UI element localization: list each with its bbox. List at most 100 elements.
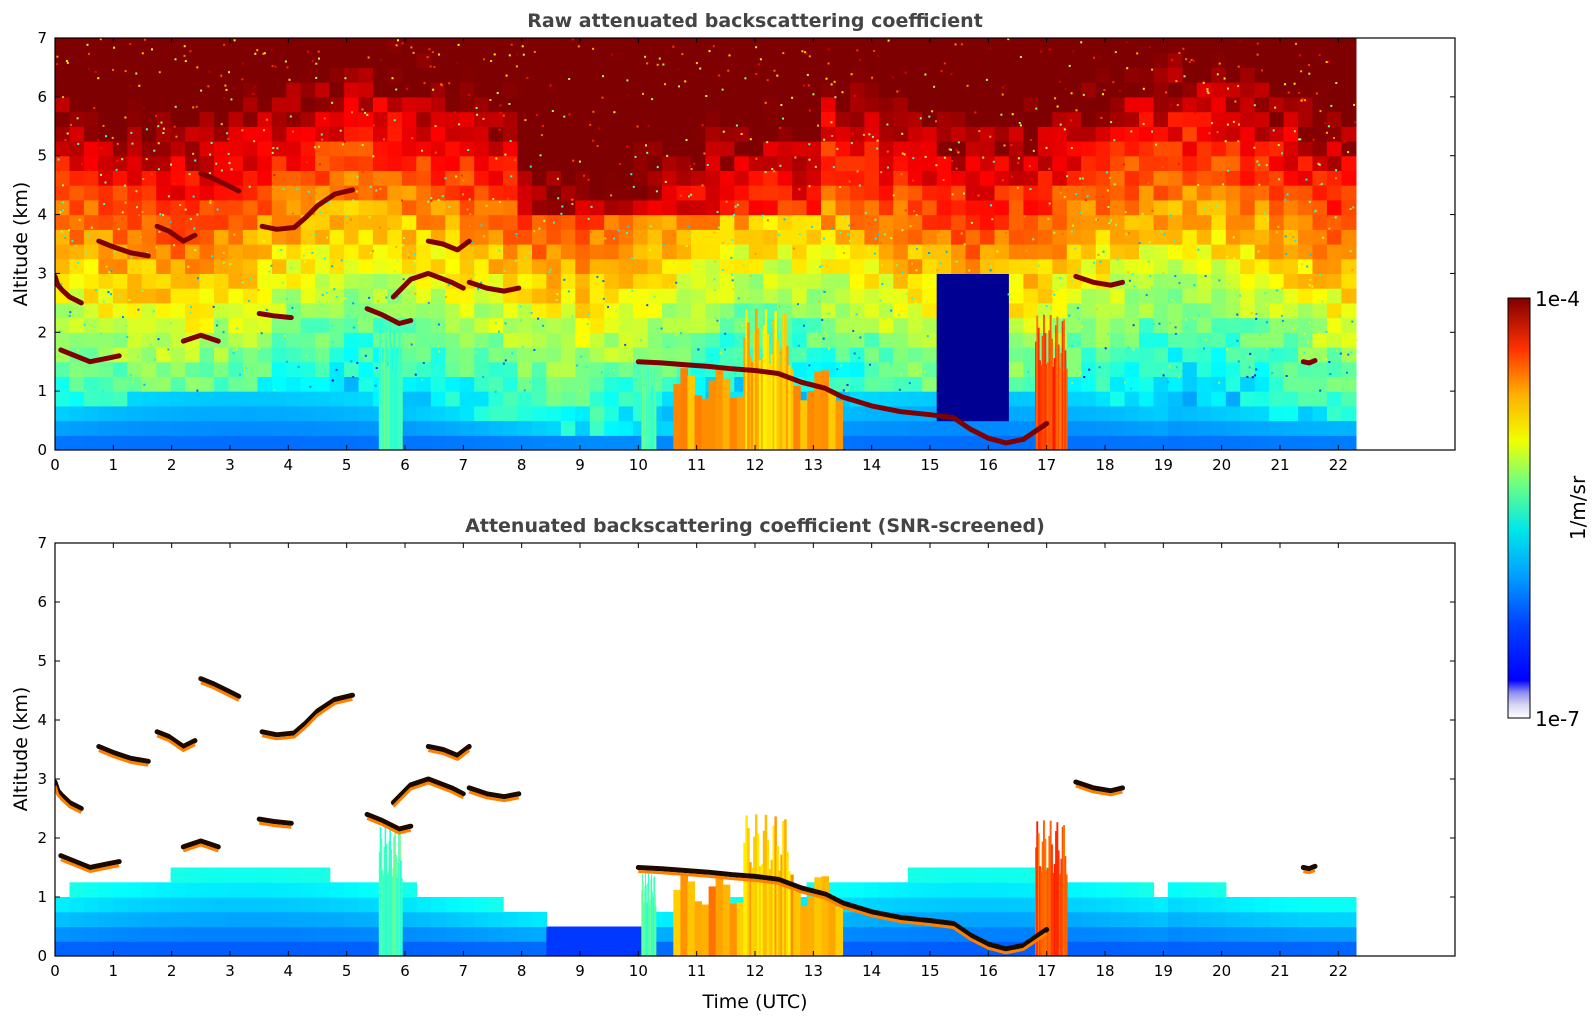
precip-column bbox=[751, 867, 754, 956]
panel1-axes: 0 1 2 3 4 5 6 7 8 9 10 11 12 13 14 15 16 17 18 19 20 21 220123… bbox=[37, 29, 1455, 474]
precip-column bbox=[1043, 314, 1045, 450]
y-tick-label: 6 bbox=[37, 88, 47, 106]
precip-column bbox=[701, 398, 710, 450]
precip-column bbox=[651, 891, 653, 956]
cloud-layer bbox=[154, 729, 198, 749]
precip-column bbox=[828, 895, 836, 956]
y-tick-label: 0 bbox=[37, 441, 47, 459]
precip-column bbox=[782, 315, 785, 450]
x-tick-label: 6 bbox=[400, 962, 410, 980]
x-tick-label: 4 bbox=[284, 456, 294, 474]
precip-column bbox=[747, 828, 750, 956]
precip-column bbox=[1036, 315, 1039, 450]
precip-column bbox=[776, 340, 779, 450]
x-tick-label: 14 bbox=[862, 456, 881, 474]
precip-column bbox=[1061, 321, 1064, 450]
precip-column bbox=[1035, 341, 1037, 450]
cloud-layer bbox=[198, 676, 242, 699]
precip-column bbox=[1049, 315, 1052, 450]
precip-column bbox=[1036, 821, 1039, 956]
precip-column bbox=[708, 380, 717, 450]
x-tick-label: 10 bbox=[629, 456, 648, 474]
cloud-layer bbox=[466, 785, 522, 800]
precip-column bbox=[807, 391, 815, 450]
x-tick-label: 1 bbox=[109, 456, 119, 474]
precip-column bbox=[1056, 822, 1059, 956]
y-tick-label: 3 bbox=[37, 264, 47, 282]
precip-column bbox=[398, 832, 400, 956]
precip-column bbox=[1056, 316, 1059, 450]
cloud-layer bbox=[425, 238, 472, 253]
precip-column bbox=[401, 372, 403, 450]
precip-column bbox=[380, 333, 383, 450]
precip-column bbox=[401, 878, 403, 956]
precip-column bbox=[760, 864, 764, 956]
x-tick-label: 20 bbox=[1212, 456, 1231, 474]
precip-column bbox=[758, 866, 762, 956]
x-tick-label: 0 bbox=[50, 962, 60, 980]
precip-column bbox=[680, 874, 688, 956]
precip-column bbox=[646, 903, 648, 956]
precip-column bbox=[1048, 330, 1051, 450]
precip-column bbox=[643, 395, 645, 450]
cloud-layer bbox=[256, 816, 294, 826]
x-tick-label: 20 bbox=[1212, 962, 1231, 980]
x-tick-label: 3 bbox=[225, 962, 235, 980]
precip-column bbox=[749, 862, 752, 956]
precip-column bbox=[687, 375, 695, 450]
precip-column bbox=[378, 852, 381, 956]
y-tick-label: 4 bbox=[37, 711, 47, 729]
cloud-layer bbox=[259, 692, 355, 738]
y-tick-label: 7 bbox=[37, 29, 47, 47]
precip-column bbox=[382, 369, 385, 450]
panel1-y-axis-label: Altitude (km) bbox=[10, 182, 32, 307]
precip-column bbox=[1059, 874, 1061, 956]
panel2-heatmap bbox=[55, 676, 1357, 956]
precip-column bbox=[774, 816, 777, 956]
precip-column bbox=[649, 399, 651, 450]
precip-column bbox=[1052, 366, 1055, 450]
precip-column bbox=[743, 842, 746, 956]
precip-column bbox=[784, 819, 787, 956]
panel1-heatmap bbox=[55, 38, 1358, 450]
cloud-layer bbox=[1300, 358, 1318, 366]
precip-column bbox=[386, 367, 389, 450]
precip-column bbox=[762, 830, 766, 956]
cloud-layer-base bbox=[60, 858, 120, 873]
x-axis-label: Time (UTC) bbox=[701, 991, 807, 1013]
y-tick-label: 3 bbox=[37, 770, 47, 788]
precip-column bbox=[673, 889, 681, 956]
precip-column bbox=[753, 330, 756, 450]
precip-column bbox=[389, 320, 391, 450]
precip-column bbox=[715, 873, 724, 956]
precip-column bbox=[821, 370, 829, 450]
cloud-layer bbox=[364, 306, 414, 326]
cloud-layer-base bbox=[182, 843, 219, 853]
precip-column bbox=[701, 904, 710, 956]
precip-column bbox=[391, 370, 393, 450]
precip-column bbox=[788, 871, 791, 956]
cloud-layer bbox=[96, 744, 151, 764]
x-tick-label: 8 bbox=[517, 962, 527, 980]
precip-column bbox=[1065, 874, 1068, 956]
x-tick-label: 11 bbox=[687, 962, 706, 980]
precip-column bbox=[814, 371, 822, 450]
precip-column bbox=[729, 397, 738, 450]
panel-raw: Raw attenuated backscattering coefficien… bbox=[10, 10, 1456, 474]
x-tick-label: 9 bbox=[575, 456, 585, 474]
x-tick-label: 15 bbox=[920, 456, 939, 474]
precip-column bbox=[399, 325, 401, 450]
precip-column bbox=[793, 891, 801, 956]
precip-column bbox=[395, 349, 397, 450]
precip-column bbox=[788, 365, 791, 450]
x-tick-label: 18 bbox=[1095, 456, 1114, 474]
x-tick-label: 4 bbox=[284, 962, 294, 980]
precip-column bbox=[1051, 338, 1053, 450]
x-tick-label: 14 bbox=[862, 962, 881, 980]
precip-column bbox=[774, 310, 777, 450]
cloud-layer bbox=[55, 273, 84, 306]
precip-column bbox=[680, 368, 688, 450]
precip-column bbox=[379, 321, 382, 450]
precip-column bbox=[1061, 826, 1064, 956]
